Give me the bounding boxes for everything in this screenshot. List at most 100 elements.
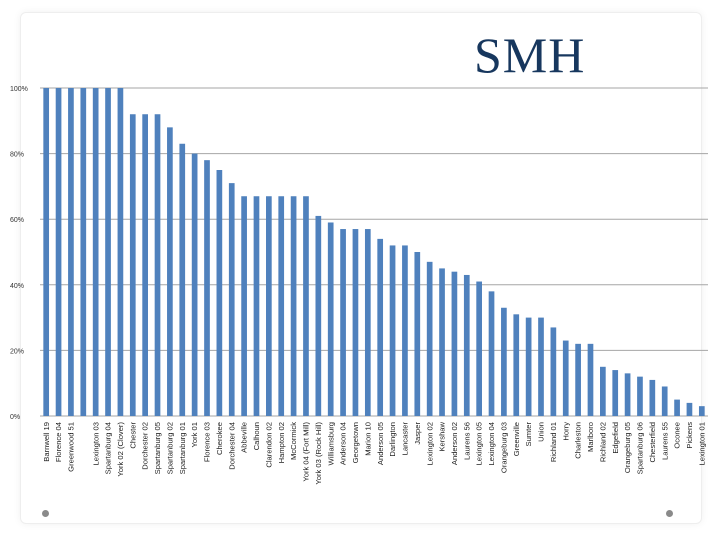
bar	[538, 317, 544, 416]
x-tick-label: Spartanburg 06	[636, 422, 645, 474]
bar	[439, 268, 445, 416]
bar	[191, 153, 198, 416]
x-tick-label: Charleston	[574, 422, 583, 459]
x-tick-label: Lexington 01	[697, 422, 706, 466]
x-tick-label: Jasper	[413, 422, 422, 445]
bar	[426, 261, 433, 416]
y-tick-label: 80%	[10, 152, 24, 159]
x-tick-label: Greenwood 51	[67, 422, 76, 472]
bar	[352, 229, 359, 416]
x-tick-label: Edgefield	[611, 422, 620, 454]
bar	[142, 114, 148, 417]
bar	[389, 245, 396, 416]
x-tick-label: Marion 10	[363, 422, 372, 456]
bar	[266, 196, 272, 416]
bar	[241, 196, 247, 416]
bar	[686, 402, 693, 416]
bar	[55, 88, 62, 416]
x-tick-label: Clarendon 02	[264, 422, 273, 468]
bar	[402, 245, 408, 416]
x-tick-label: Orangeburg 03	[499, 422, 508, 473]
x-tick-label: York 02 (Clover)	[116, 422, 125, 477]
x-tick-label: Lexington 05	[475, 422, 484, 466]
x-tick-label: Lexington 04	[487, 422, 496, 466]
bar	[204, 160, 210, 416]
bar	[501, 307, 507, 416]
bar	[92, 88, 99, 416]
bar	[414, 252, 421, 416]
x-tick-label: Dorchester 04	[227, 422, 236, 470]
bar	[463, 274, 470, 416]
bar	[129, 114, 136, 417]
bar	[80, 88, 87, 416]
x-tick-label: Williamsburg	[326, 422, 335, 465]
x-tick-label: Marlboro	[586, 422, 595, 452]
x-tick-label: Barnwell 19	[42, 422, 51, 462]
bar	[525, 317, 532, 416]
x-tick-label: McCormick	[289, 422, 298, 460]
x-tick-label: Pickens	[685, 422, 694, 449]
x-tick-label: Kershaw	[438, 421, 447, 451]
y-tick-label: 40%	[10, 283, 24, 290]
bar	[661, 386, 668, 416]
bar	[476, 281, 482, 416]
x-tick-label: Chesterfield	[648, 422, 657, 463]
x-tick-label: Cherokee	[215, 422, 224, 455]
bar	[105, 88, 111, 416]
bar	[167, 127, 173, 417]
x-tick-label: Union	[537, 422, 546, 442]
x-tick-label: Anderson 04	[339, 422, 348, 465]
x-tick-label: Oconee	[673, 422, 682, 449]
bar	[253, 196, 260, 416]
x-tick-label: Spartanburg 04	[104, 422, 113, 474]
bar	[575, 343, 581, 416]
bar	[637, 376, 643, 416]
bar	[179, 143, 186, 416]
x-tick-label: York 03 (Rock Hill)	[314, 422, 323, 485]
bar	[698, 406, 705, 416]
bar	[43, 88, 50, 416]
x-tick-label: Lexington 03	[91, 422, 100, 466]
x-tick-label: Anderson 05	[376, 422, 385, 465]
bar	[327, 222, 334, 416]
y-tick-label: 0%	[10, 414, 20, 421]
bar	[451, 271, 458, 416]
x-tick-label: Spartanburg 02	[165, 422, 174, 474]
bar	[278, 196, 285, 416]
bar	[513, 314, 520, 416]
x-tick-label: Darlington	[388, 422, 397, 457]
bar	[624, 373, 631, 416]
x-tick-label: Lexington 02	[425, 422, 434, 466]
bar	[488, 291, 495, 416]
x-tick-label: Richland 02	[598, 422, 607, 462]
bar	[216, 170, 223, 416]
footer-dot-left	[42, 510, 49, 517]
footer-dot-right	[666, 510, 673, 517]
bar	[612, 370, 619, 416]
slide-title: SMH	[474, 27, 586, 83]
x-tick-label: Dorchester 02	[141, 422, 150, 470]
x-tick-label: Georgetown	[351, 422, 360, 463]
bar	[340, 229, 346, 416]
x-tick-label: York 04 (Fort Mill)	[302, 422, 311, 482]
y-tick-label: 100%	[10, 86, 28, 93]
x-tick-label: Chester	[128, 422, 137, 449]
x-tick-label: Anderson 02	[450, 422, 459, 465]
x-tick-label: Hampton 02	[277, 422, 286, 463]
x-tick-label: Spartanburg 05	[153, 422, 162, 474]
bar	[562, 340, 569, 416]
x-tick-label: Laurens 55	[660, 422, 669, 460]
x-tick-label: Florence 03	[203, 422, 212, 462]
bar	[674, 399, 680, 416]
x-tick-label: York 01	[190, 422, 199, 447]
bar	[315, 215, 322, 416]
bar	[587, 343, 594, 416]
x-tick-label: Florence 04	[54, 422, 63, 462]
bar	[228, 183, 235, 416]
x-tick-label: Horry	[561, 422, 570, 441]
x-tick-label: Abbeville	[240, 422, 249, 453]
x-tick-label: Sumter	[524, 422, 533, 447]
bar	[649, 379, 656, 416]
x-tick-label: Richland 01	[549, 422, 558, 462]
